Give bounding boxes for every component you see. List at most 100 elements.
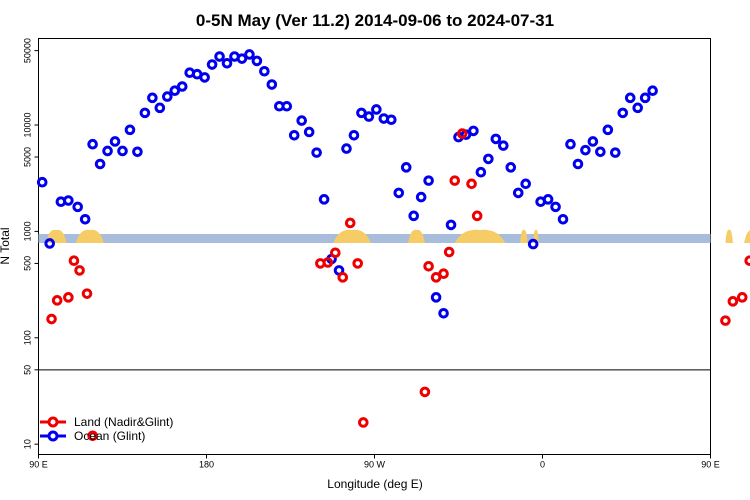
ocean-point xyxy=(206,59,218,70)
legend-land-marker xyxy=(47,416,59,428)
land-ocean-band xyxy=(38,229,750,243)
ocean-point xyxy=(288,130,300,141)
ocean-point xyxy=(371,104,382,115)
ocean-point xyxy=(408,210,420,222)
x-tick-label: 90 W xyxy=(364,460,386,470)
land-point xyxy=(330,247,341,259)
land-point xyxy=(443,246,455,258)
ocean-point xyxy=(199,72,210,83)
land-point xyxy=(744,255,750,267)
legend: Land (Nadir&Glint) Ocean (Glint) xyxy=(40,415,173,443)
land-point xyxy=(471,210,483,222)
legend-item-ocean: Ocean (Glint) xyxy=(40,429,145,443)
ocean-point xyxy=(475,166,487,178)
ocean-point xyxy=(348,130,360,141)
legend-ocean-label: Ocean (Glint) xyxy=(74,429,145,443)
y-tick-label: 50000 xyxy=(23,38,33,63)
ocean-point xyxy=(109,136,121,147)
ocean-point xyxy=(610,147,621,158)
ocean-point xyxy=(624,92,636,104)
ocean-point xyxy=(632,102,644,114)
land-segment xyxy=(333,229,371,243)
land-point xyxy=(419,386,431,398)
ocean-point xyxy=(296,115,308,126)
land-point xyxy=(352,258,364,269)
ocean-point xyxy=(281,100,293,112)
y-tick-label: 1000 xyxy=(23,221,33,241)
ocean-point xyxy=(154,102,166,114)
ocean-point xyxy=(117,145,128,157)
y-tick-label: 10 xyxy=(23,439,33,449)
x-axis-label: Longitude (deg E) xyxy=(327,477,422,491)
ocean-point xyxy=(505,162,517,173)
ocean-point xyxy=(79,213,91,225)
y-tick-label: 50 xyxy=(23,365,33,375)
land-point xyxy=(337,272,349,283)
ocean-point xyxy=(468,125,479,137)
x-tick-label: 90 E xyxy=(701,460,720,470)
land-segment xyxy=(744,230,750,243)
plot-frame-group xyxy=(38,38,711,455)
ocean-point xyxy=(266,79,278,90)
land-point xyxy=(438,268,449,280)
ocean-point xyxy=(63,195,74,206)
land-point xyxy=(68,255,80,267)
land-point xyxy=(51,295,63,306)
ocean-point xyxy=(423,175,434,186)
land-point xyxy=(87,430,98,442)
ocean-point xyxy=(162,91,173,102)
land-segment xyxy=(408,229,425,243)
ocean-point xyxy=(244,49,255,60)
ocean-point xyxy=(251,55,263,67)
ocean-point xyxy=(490,133,502,145)
y-axis-label: N Total xyxy=(0,227,12,264)
x-tick-label: 180 xyxy=(199,460,214,470)
land-point xyxy=(466,178,477,190)
x-axis: 90 E 180 90 W 0 90 E xyxy=(29,454,720,470)
land-point xyxy=(423,260,434,272)
legend-land-label: Land (Nadir&Glint) xyxy=(74,415,173,429)
ocean-point xyxy=(415,191,427,203)
ocean-point xyxy=(565,138,576,150)
y-tick-label: 500 xyxy=(23,256,33,271)
ocean-point xyxy=(386,114,397,126)
x-tick-label: 0 xyxy=(540,460,545,470)
ocean-point xyxy=(87,138,98,150)
ocean-point xyxy=(147,92,158,104)
land-point xyxy=(358,417,369,428)
land-segment xyxy=(454,229,506,243)
land-point xyxy=(63,292,74,303)
ocean-point xyxy=(587,136,599,147)
y-axis: 50000 10000 5000 1000 500 100 50 10 xyxy=(23,38,39,449)
ocean-point xyxy=(221,58,233,69)
land-point xyxy=(456,128,468,139)
land-point xyxy=(74,265,85,276)
ocean-point xyxy=(303,126,315,138)
ocean-point xyxy=(214,51,225,62)
land-point xyxy=(322,257,334,268)
land-point xyxy=(449,175,461,186)
ocean-point xyxy=(102,145,113,157)
ocean-point xyxy=(602,124,614,136)
ocean-point xyxy=(438,307,449,319)
land-point xyxy=(81,288,93,299)
ocean-point xyxy=(512,187,524,199)
ocean-point xyxy=(550,201,561,213)
data-points xyxy=(36,49,750,442)
land-point xyxy=(736,292,748,303)
ocean-point xyxy=(542,194,554,205)
ocean-point xyxy=(36,176,48,188)
ocean-point xyxy=(483,153,494,165)
land-segment xyxy=(75,229,104,243)
ocean-band xyxy=(38,234,711,243)
ocean-point xyxy=(557,213,569,225)
legend-ocean-marker xyxy=(47,430,59,442)
ocean-point xyxy=(169,85,181,97)
ocean-point xyxy=(94,158,106,170)
y-tick-label: 10000 xyxy=(23,112,33,137)
land-point xyxy=(344,217,356,229)
land-point xyxy=(720,315,731,326)
ocean-point xyxy=(363,111,375,122)
ocean-point xyxy=(176,81,188,92)
ocean-point xyxy=(318,194,330,205)
